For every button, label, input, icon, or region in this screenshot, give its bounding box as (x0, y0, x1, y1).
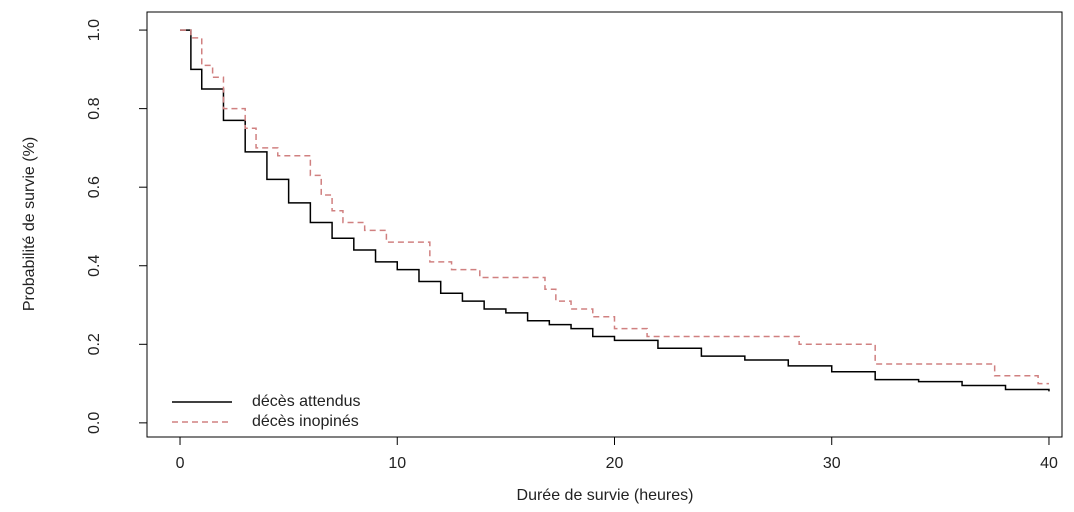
survival-curve (180, 29, 1050, 392)
y-axis-label: Probabilité de survie (%) (21, 137, 38, 311)
x-axis-label: Durée de survie (heures) (517, 487, 694, 504)
y-tick-label: 1.0 (86, 19, 103, 41)
x-tick-label: 10 (388, 455, 406, 472)
legend-label: décès inopinés (252, 413, 359, 430)
y-tick-label: 0.8 (86, 97, 103, 119)
survival-curve (180, 29, 1049, 385)
x-tick-label: 20 (606, 455, 624, 472)
plot-frame (146, 11, 1063, 438)
y-tick-label: 0.6 (86, 176, 103, 198)
x-tick-label: 30 (823, 455, 841, 472)
legend-label: décès attendus (252, 393, 361, 410)
y-tick-label: 0.2 (86, 333, 103, 355)
x-tick-label: 40 (1040, 455, 1058, 472)
y-tick-label: 0.0 (86, 412, 103, 434)
y-tick-label: 0.4 (86, 255, 103, 277)
x-tick-label: 0 (176, 455, 185, 472)
